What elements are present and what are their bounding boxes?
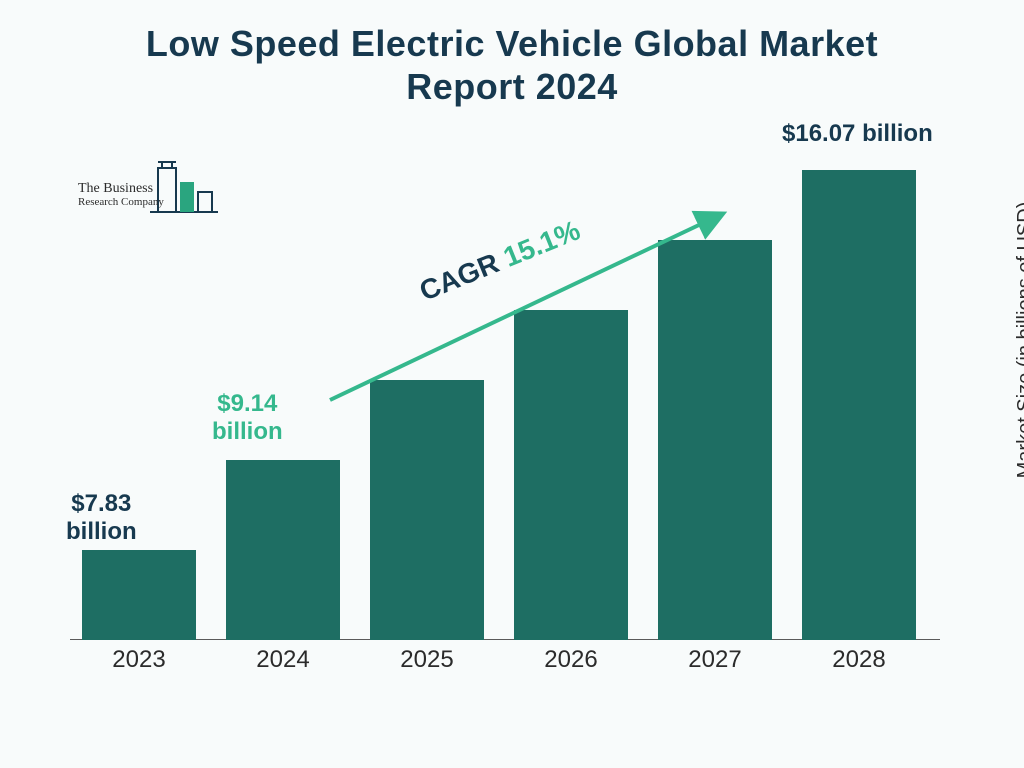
- trend-arrow: [0, 0, 1024, 768]
- canvas: Low Speed Electric Vehicle Global Market…: [0, 0, 1024, 768]
- y-axis-label: Market Size (in billions of USD): [1014, 202, 1024, 479]
